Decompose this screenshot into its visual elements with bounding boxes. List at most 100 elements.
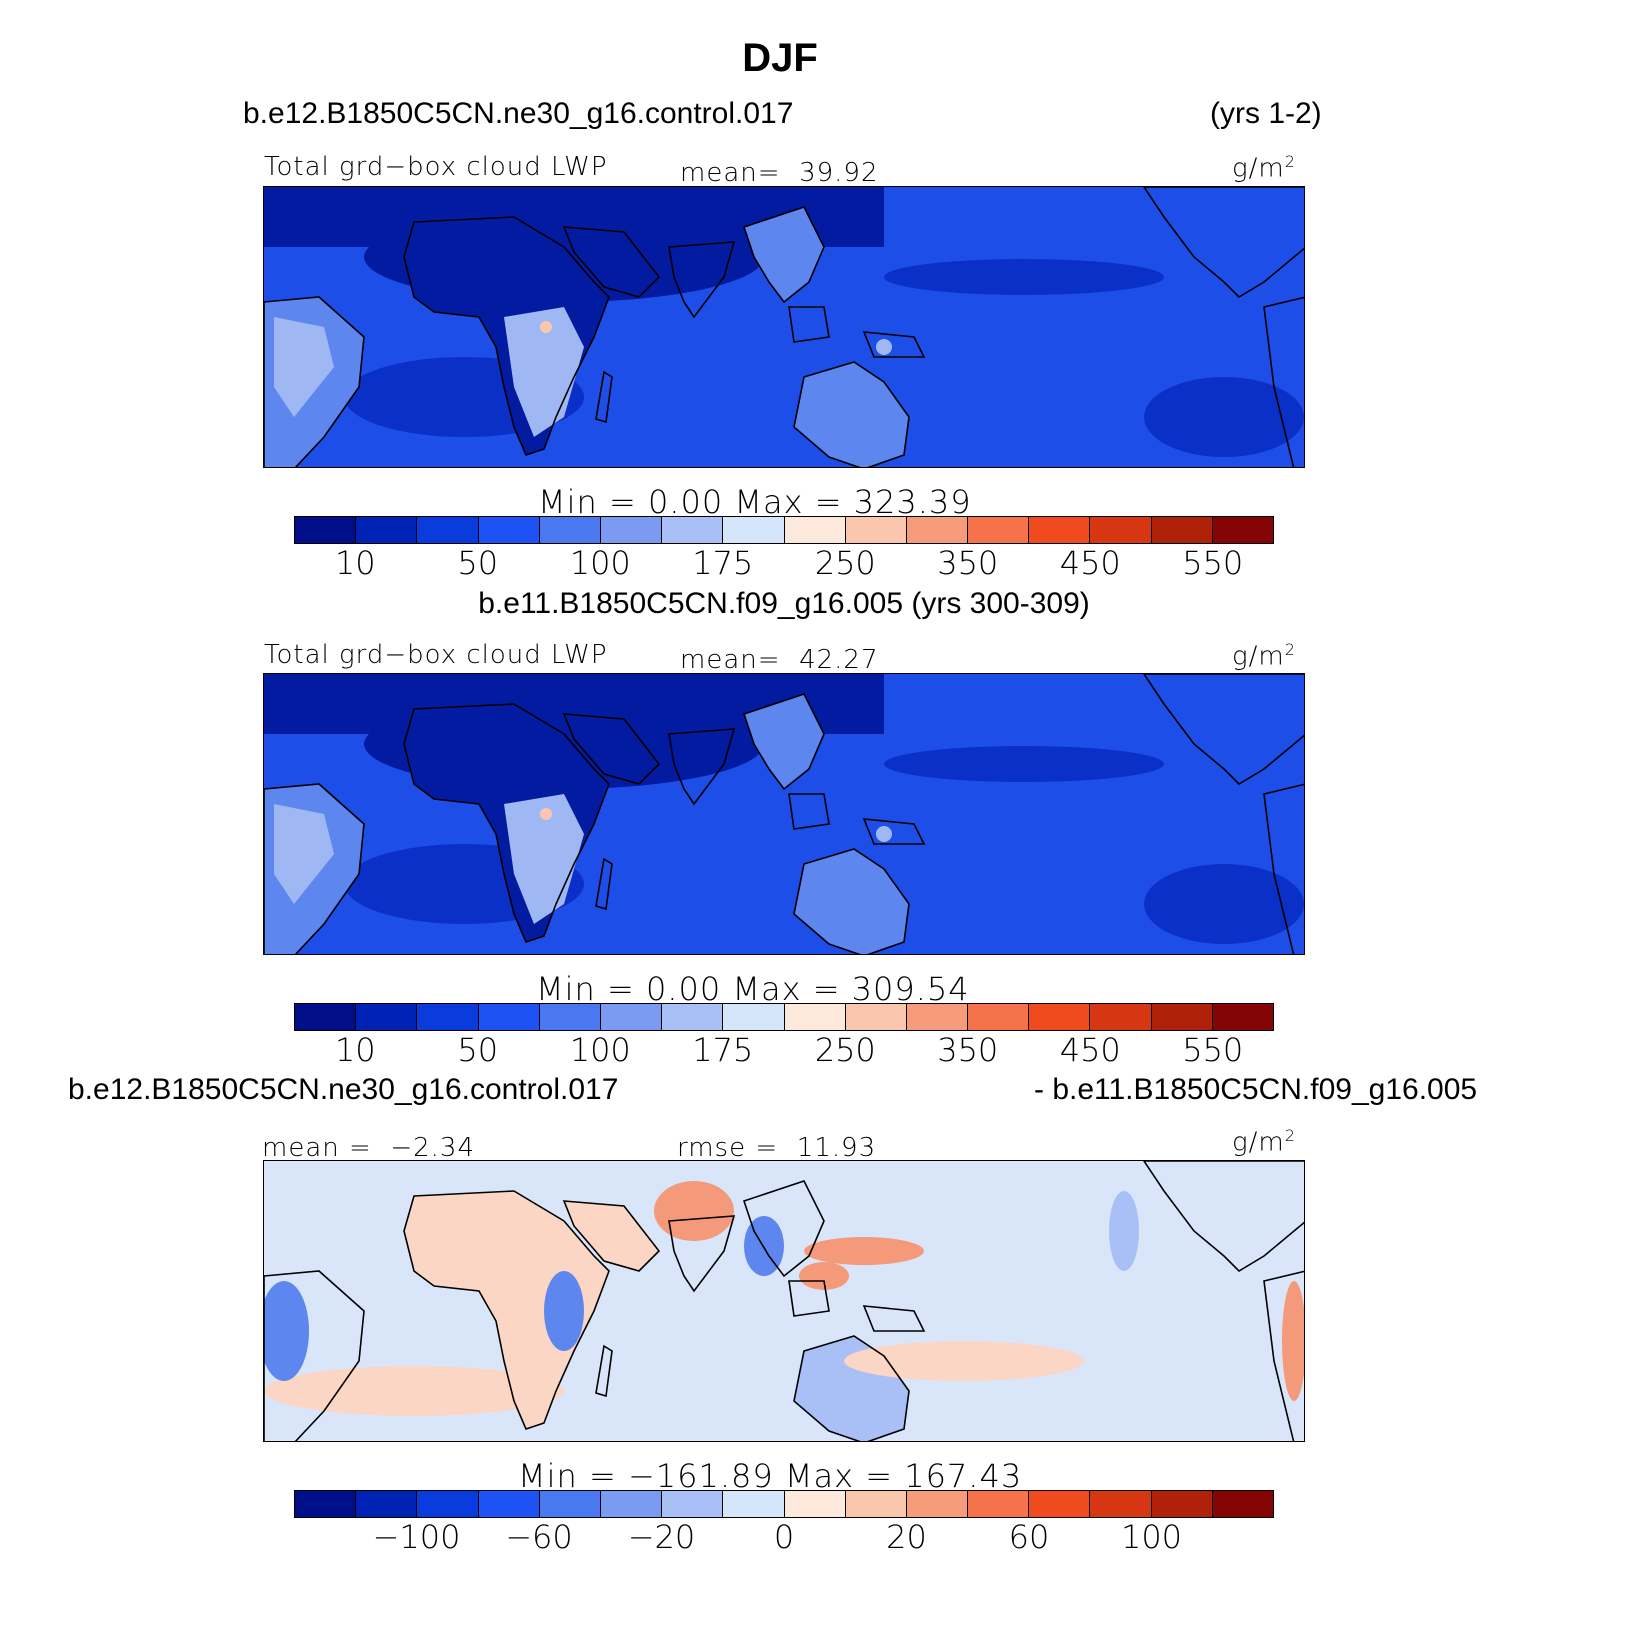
map-ng-spot — [876, 339, 892, 355]
panel2-mean: mean= 42.27 — [680, 645, 879, 675]
colorbar-tick-label: 450 — [1059, 1031, 1121, 1069]
map-pac-neg — [1109, 1191, 1139, 1271]
panel1-mean-label: mean= — [680, 158, 781, 188]
colorbar-tick-label: 100 — [569, 544, 631, 582]
panel2-case-name: b.e11.B1850C5CN.f09_g16.005 (yrs 300-309… — [478, 587, 1090, 620]
colorbar-swatch — [478, 517, 540, 543]
panel3-map-svg — [264, 1161, 1304, 1441]
coastline-india — [668, 1215, 736, 1293]
map-africa-diff — [404, 1191, 609, 1429]
colorbar-swatch — [600, 1004, 663, 1030]
colorbar-swatch — [539, 517, 601, 543]
colorbar-swatch — [600, 1491, 663, 1517]
map-africa-south — [504, 794, 584, 924]
panel3-rmse-label: rmse = — [677, 1133, 779, 1163]
coastline-seasia — [742, 1180, 825, 1278]
colorbar-swatch — [1090, 517, 1152, 543]
panel1-units: g/m2 — [1232, 152, 1296, 184]
map-arabia-diff — [564, 1201, 659, 1271]
coastline-arabia — [562, 713, 661, 785]
coastline-africa — [403, 216, 610, 456]
panel1-years: (yrs 1-2) — [1210, 97, 1322, 130]
coastline-seasia — [742, 206, 825, 304]
colorbar-swatch — [478, 1491, 540, 1517]
panel2-map-svg — [264, 674, 1304, 954]
panel2-mean-value: 42.27 — [799, 645, 879, 675]
coastline-namerica — [1143, 187, 1304, 299]
colorbar-swatch — [906, 1491, 969, 1517]
panel3-units-sup: 2 — [1284, 1126, 1296, 1145]
panel3-colorbar — [294, 1490, 1274, 1518]
panel1-units-text: g/m — [1232, 153, 1285, 184]
colorbar-swatch — [662, 517, 724, 543]
panel2-units-sup: 2 — [1284, 640, 1296, 659]
coastline-australia — [793, 848, 910, 954]
colorbar-tick-label: 250 — [814, 1031, 876, 1069]
coastline-india — [668, 241, 736, 319]
colorbar-swatch — [478, 1004, 540, 1030]
colorbar-swatch — [1212, 1491, 1273, 1517]
colorbar-swatch — [295, 1004, 357, 1030]
map-australia-fill — [794, 849, 909, 954]
map-atl-pos — [264, 1366, 564, 1416]
map-pacific-low — [884, 259, 1164, 295]
colorbar-swatch — [845, 1491, 907, 1517]
colorbar-swatch — [906, 517, 969, 543]
colorbar-tick-label: 550 — [1182, 1031, 1244, 1069]
colorbar-tick-label: 450 — [1059, 544, 1121, 582]
colorbar-swatch — [356, 1004, 418, 1030]
map-andes-pos — [1282, 1281, 1304, 1401]
panel2-units: g/m2 — [1232, 640, 1296, 672]
colorbar-swatch — [417, 517, 479, 543]
panel1-case-name: b.e12.B1850C5CN.ne30_g16.control.017 — [243, 97, 794, 130]
colorbar-swatch — [968, 1491, 1030, 1517]
colorbar-swatch — [784, 517, 846, 543]
map-spcz-pos — [844, 1341, 1084, 1381]
colorbar-swatch — [723, 1004, 785, 1030]
panel3-mean-value: −2.34 — [390, 1133, 476, 1163]
coastline-africa — [403, 1190, 610, 1430]
colorbar-swatch — [968, 517, 1030, 543]
coastline-newguinea — [862, 331, 926, 358]
map-warm-spot — [540, 808, 552, 820]
panel1-mean: mean= 39.92 — [680, 158, 879, 188]
coastline-australia — [793, 361, 910, 467]
coastline-borneo — [788, 1280, 830, 1317]
colorbar-tick-label: 550 — [1182, 544, 1244, 582]
coastline-samerica — [264, 1270, 365, 1441]
panel3-minmax: Min = −161.89 Max = 167.43 — [518, 1457, 1023, 1495]
colorbar-swatch — [906, 1004, 969, 1030]
coastline-namerica — [1143, 1161, 1304, 1273]
colorbar-swatch — [784, 1004, 846, 1030]
colorbar-swatch — [539, 1491, 601, 1517]
panel1-map — [263, 186, 1305, 468]
panel3-colorbar-ticks: −100 −60 −20 0 20 60 100 — [294, 1518, 1274, 1558]
map-india-pos — [654, 1181, 734, 1241]
map-ng-spot — [876, 826, 892, 842]
colorbar-tick-label: 10 — [334, 544, 376, 582]
colorbar-swatch — [356, 1491, 418, 1517]
colorbar-swatch — [662, 1004, 724, 1030]
map-warm-spot — [540, 321, 552, 333]
colorbar-swatch — [295, 517, 357, 543]
map-epac-low — [1144, 377, 1304, 457]
panel1-colorbar-ticks: 10 50 100 175 250 350 450 550 — [294, 544, 1274, 584]
colorbar-swatch — [539, 1004, 601, 1030]
colorbar-tick-label: 60 — [1008, 1518, 1050, 1556]
colorbar-tick-label: 175 — [692, 544, 754, 582]
colorbar-swatch — [1029, 517, 1091, 543]
colorbar-tick-label: 100 — [1120, 1518, 1183, 1556]
coastline-africa — [403, 703, 610, 943]
panel2-colorbar — [294, 1003, 1274, 1031]
map-africa-neg — [544, 1271, 584, 1351]
panel3-mean-label: mean = — [262, 1133, 372, 1163]
colorbar-tick-label: −20 — [627, 1518, 696, 1556]
panel1-mean-value: 39.92 — [799, 158, 879, 188]
coastline-samerica_e — [1263, 783, 1304, 954]
colorbar-swatch — [1029, 1004, 1091, 1030]
coastline-samerica — [264, 296, 365, 467]
colorbar-swatch — [968, 1004, 1030, 1030]
coastline-samerica — [264, 783, 365, 954]
map-samerica-neg — [264, 1281, 309, 1381]
colorbar-tick-label: 350 — [937, 1031, 999, 1069]
